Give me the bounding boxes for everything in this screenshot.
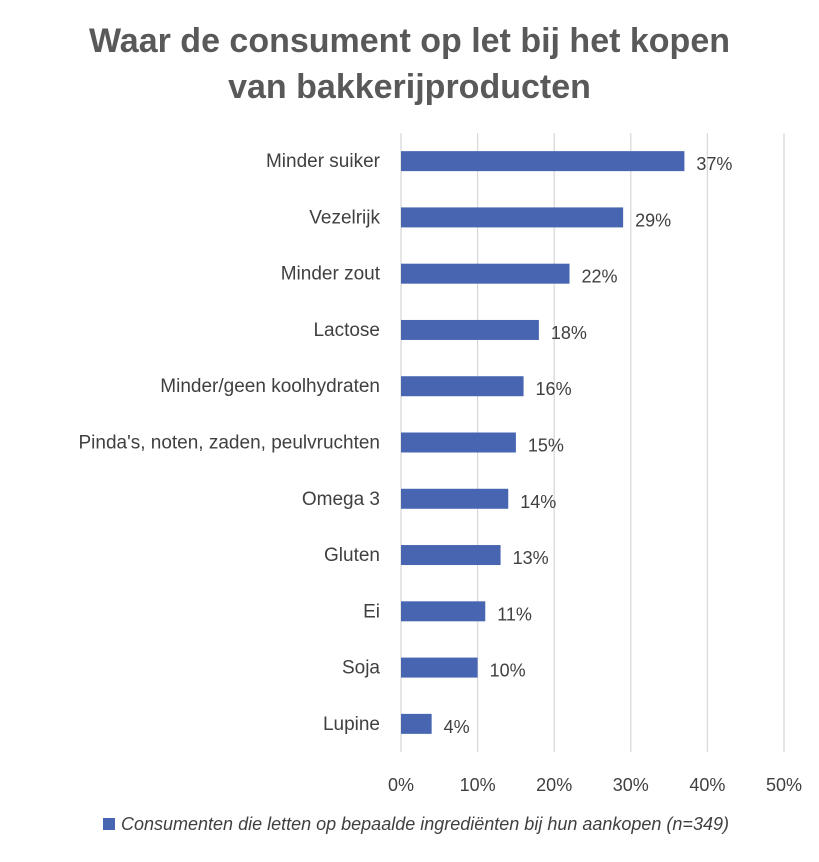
- chart-title-line-1: Waar de consument op let bij het kopen: [88, 22, 731, 60]
- chart-title: Waar de consument op let bij het kopen v…: [0, 18, 819, 110]
- bar: [401, 545, 501, 566]
- x-tick-label: 10%: [460, 775, 496, 795]
- legend: Consumenten die letten op bepaalde ingre…: [103, 814, 729, 835]
- x-axis-tick-labels: 0% 10% 20% 30% 40% 50%: [388, 775, 802, 795]
- legend-label: Consumenten die letten op bepaalde ingre…: [121, 814, 729, 834]
- data-label: 10%: [490, 661, 526, 681]
- data-label: 14%: [520, 492, 556, 512]
- data-label: 37%: [696, 154, 732, 174]
- category-label: Lactose: [313, 320, 380, 341]
- bar: [401, 151, 685, 172]
- bar: [401, 376, 524, 397]
- bars: [401, 151, 685, 734]
- data-label: 16%: [536, 379, 572, 399]
- legend-swatch: [103, 818, 115, 830]
- category-label: Pinda's, noten, zaden, peulvruchten: [78, 433, 380, 454]
- bar: [401, 657, 478, 678]
- data-label: 29%: [635, 210, 671, 230]
- x-tick-label: 20%: [536, 775, 572, 795]
- bar: [401, 713, 432, 734]
- category-label: Omega 3: [302, 489, 380, 510]
- bar: [401, 263, 570, 284]
- category-label: Gluten: [324, 545, 380, 566]
- data-label: 4%: [444, 717, 470, 737]
- x-tick-label: 30%: [613, 775, 649, 795]
- category-label: Lupine: [323, 714, 380, 735]
- x-tick-label: 40%: [689, 775, 725, 795]
- category-label: Minder/geen koolhydraten: [160, 376, 380, 397]
- category-label: Vezelrijk: [309, 207, 380, 228]
- bar: [401, 601, 486, 622]
- bar: [401, 319, 539, 340]
- bar: [401, 207, 624, 228]
- x-tick-label: 0%: [388, 775, 414, 795]
- x-tick-label: 50%: [766, 775, 802, 795]
- data-label: 18%: [551, 323, 587, 343]
- value-labels: 37% 29% 22% 18% 16% 15% 14% 13% 11% 10% 4%: [444, 154, 733, 737]
- bar: [401, 432, 516, 453]
- category-label: Minder zout: [281, 264, 381, 285]
- bar: [401, 488, 509, 509]
- data-label: 13%: [513, 548, 549, 568]
- category-labels: Minder suiker Vezelrijk Minder zout Lactose…: [78, 151, 380, 735]
- category-label: Minder suiker: [266, 151, 381, 172]
- data-label: 11%: [497, 604, 532, 624]
- data-label: 22%: [582, 267, 618, 287]
- data-label: 15%: [528, 436, 564, 456]
- category-label: Soja: [342, 658, 380, 679]
- chart-title-line-2: van bakkerijproducten: [228, 68, 591, 106]
- category-label: Ei: [363, 601, 380, 622]
